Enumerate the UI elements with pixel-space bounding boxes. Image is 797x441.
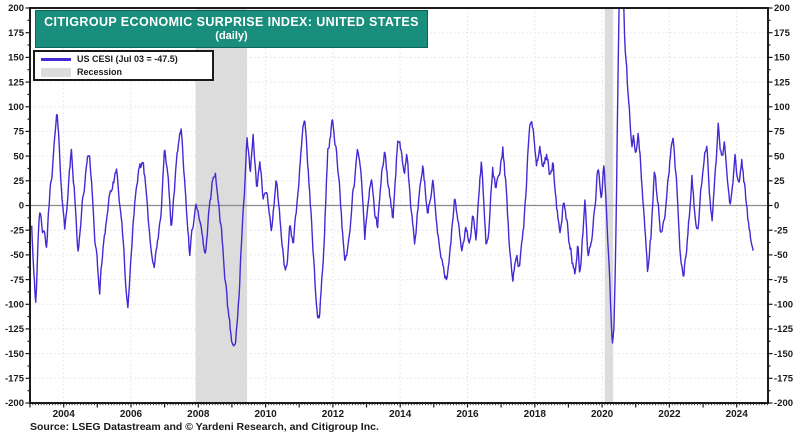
legend-entry-us-cesi: US CESI (Jul 03 = -47.5) [41, 54, 212, 65]
y-axis-label-left: 75 [13, 127, 24, 138]
y-axis-label-left: -100 [5, 299, 24, 310]
y-axis-label-left: 100 [8, 102, 24, 113]
y-axis-label-left: -200 [5, 398, 24, 409]
x-axis-label: 2004 [53, 409, 76, 420]
legend-label-us-cesi: US CESI (Jul 03 = -47.5) [77, 54, 178, 64]
y-axis-label-right: -100 [774, 299, 793, 310]
x-axis-label: 2014 [389, 409, 412, 420]
legend-entry-recession: Recession [41, 67, 212, 78]
y-axis-label-left: -125 [5, 324, 25, 335]
x-axis-label: 2010 [254, 409, 277, 420]
y-axis-label-left: -175 [5, 374, 25, 385]
y-axis-label-left: 175 [8, 28, 25, 39]
chart-subtitle: (daily) [215, 30, 248, 42]
y-axis-label-right: -175 [774, 374, 794, 385]
x-axis-label: 2016 [456, 409, 479, 420]
y-axis-label-left: -25 [10, 225, 24, 236]
chart-title-banner: CITIGROUP ECONOMIC SURPRISE INDEX: UNITE… [35, 10, 428, 48]
source-credit: Source: LSEG Datastream and © Yardeni Re… [30, 421, 379, 433]
y-axis-label-left: 25 [13, 176, 24, 187]
x-axis-label: 2006 [120, 409, 143, 420]
y-axis-label-right: 0 [774, 201, 779, 212]
x-axis-label: 2012 [322, 409, 345, 420]
y-axis-label-right: -125 [774, 324, 794, 335]
y-axis-label-right: 150 [774, 53, 790, 64]
y-axis-label-left: 125 [8, 77, 25, 88]
legend-label-recession: Recession [77, 67, 123, 77]
y-axis-label-right: 175 [774, 28, 791, 39]
recession-band-swatch-icon [41, 67, 71, 77]
x-axis-label: 2008 [187, 409, 210, 420]
y-axis-label-right: -25 [774, 225, 788, 236]
us-cesi-line-swatch-icon [41, 57, 71, 61]
y-axis-label-left: 0 [19, 201, 24, 212]
x-axis-label: 2022 [658, 409, 681, 420]
y-axis-label-right: -75 [774, 275, 788, 286]
y-axis-label-right: -200 [774, 398, 793, 409]
y-axis-label-left: 200 [8, 3, 24, 14]
y-axis-label-left: 50 [13, 151, 24, 162]
legend: US CESI (Jul 03 = -47.5) Recession [33, 50, 214, 81]
y-axis-label-right: -150 [774, 349, 793, 360]
chart-title: CITIGROUP ECONOMIC SURPRISE INDEX: UNITE… [44, 15, 419, 29]
y-axis-label-right: 75 [774, 127, 785, 138]
y-axis-label-left: -50 [10, 250, 24, 261]
x-axis-label: 2024 [726, 409, 749, 420]
x-axis-label: 2020 [591, 409, 614, 420]
y-axis-label-right: 200 [774, 3, 790, 14]
y-axis-label-left: -75 [10, 275, 24, 286]
y-axis-label-right: 100 [774, 102, 790, 113]
us-cesi-line-path [31, 9, 754, 347]
y-axis-label-right: 50 [774, 151, 785, 162]
y-axis-label-left: -150 [5, 349, 24, 360]
y-axis-label-right: 125 [774, 77, 791, 88]
y-axis-label-right: -50 [774, 250, 788, 261]
y-axis-label-right: 25 [774, 176, 785, 187]
x-axis-label: 2018 [524, 409, 547, 420]
y-axis-label-left: 150 [8, 53, 24, 64]
